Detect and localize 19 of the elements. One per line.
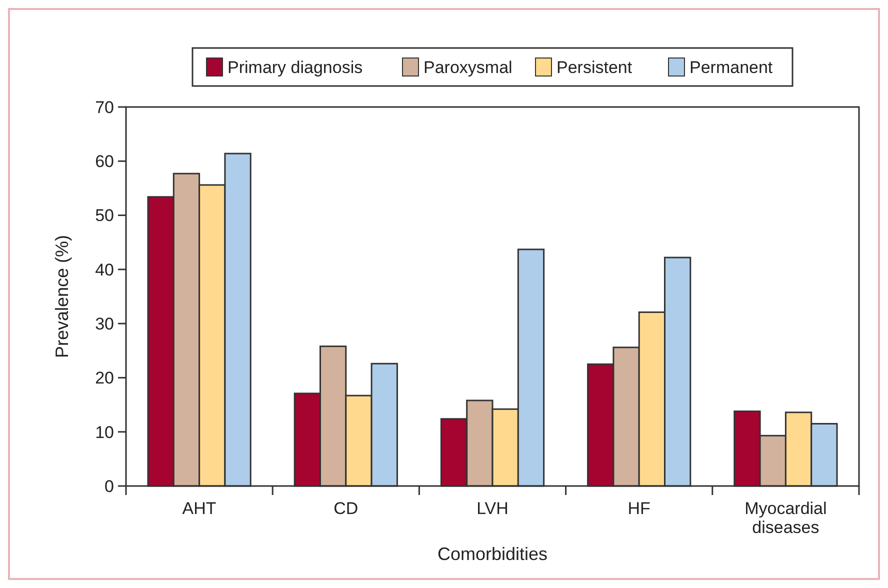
x-axis-title: Comorbidities (437, 544, 548, 564)
x-tick-label: HF (628, 499, 650, 518)
x-tick-label: AHT (182, 499, 216, 518)
y-tick-label: 50 (95, 206, 114, 226)
x-tick-label: CD (334, 499, 358, 518)
y-tick-label: 60 (95, 152, 114, 172)
y-tick-label: 20 (95, 368, 114, 388)
y-tick-label: 30 (95, 314, 114, 334)
y-tick-label: 70 (95, 98, 114, 117)
y-axis-title: Prevalence (%) (52, 234, 72, 358)
legend-label: Primary diagnosis (228, 58, 363, 77)
legend-label: Paroxysmal (424, 58, 512, 77)
x-tick-label: LVH (476, 499, 508, 518)
y-tick-label: 40 (95, 260, 114, 280)
x-tick-label: Myocardial diseases (744, 499, 827, 537)
legend-label: Permanent (690, 58, 773, 77)
y-tick-label: 0 (104, 476, 114, 496)
legend-label: Persistent (556, 58, 632, 77)
y-tick-label: 10 (95, 422, 114, 442)
